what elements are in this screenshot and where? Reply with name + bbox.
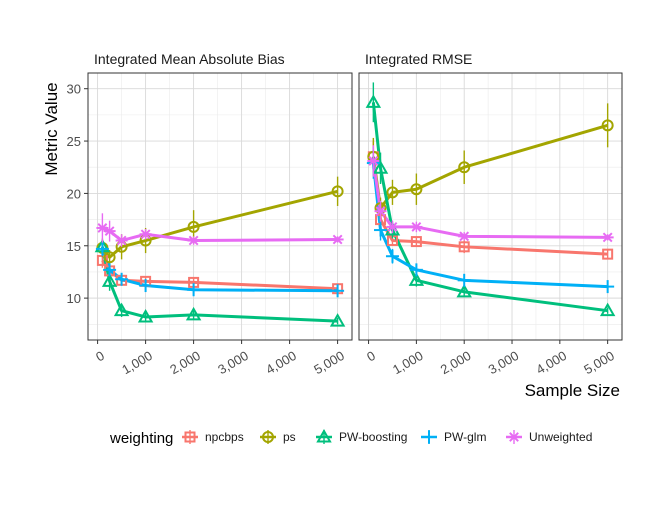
data-point-Unweighted: [374, 206, 387, 217]
data-point-PW-boosting: [101, 273, 118, 287]
data-point-PW-glm: [95, 242, 109, 256]
data-point-Unweighted: [331, 234, 344, 245]
data-point-ps: [187, 220, 200, 233]
legend-item-ps: ps: [260, 430, 296, 444]
legend-key-asterisk-icon: [508, 432, 520, 442]
x-tick-label: 0: [93, 348, 107, 365]
data-point-PW-glm: [115, 272, 129, 286]
data-point-Unweighted: [103, 226, 116, 237]
y-tick-label: 25: [67, 134, 81, 149]
data-point-npcbps: [458, 241, 470, 253]
x-tick-label: 5,000: [581, 348, 617, 377]
x-tick-label: 1,000: [119, 348, 155, 377]
data-point-ps: [331, 185, 344, 198]
data-point-Unweighted: [601, 232, 614, 243]
data-point-Unweighted: [187, 235, 200, 246]
data-point-Unweighted: [139, 229, 152, 240]
y-tick-label: 20: [67, 186, 81, 201]
legend-item-Unweighted: Unweighted: [506, 430, 592, 444]
data-point-PW-boosting: [599, 302, 616, 317]
data-point-PW-boosting: [185, 306, 202, 321]
legend-key-triangle-icon: [316, 428, 332, 443]
y-tick-label: 10: [67, 291, 81, 306]
x-tick-label: 2,000: [167, 348, 203, 377]
legend-label: Unweighted: [529, 430, 592, 444]
panel-rmse: Integrated RMSE 0 1,000 2,000 3,000 4,000 5,00…: [358, 51, 623, 377]
legend-label: PW-glm: [444, 430, 486, 444]
data-point-PW-glm: [187, 283, 201, 297]
legend-label: ps: [283, 430, 296, 444]
x-tick-label: 3,000: [486, 348, 522, 377]
panel-bias: Integrated Mean Absolute Bias 0 1,000 2,000…: [87, 51, 353, 377]
data-point-PW-glm: [139, 279, 153, 293]
data-point-PW-boosting: [113, 302, 130, 317]
y-tick-label: 30: [67, 82, 81, 97]
x-tick-label: 2,000: [438, 348, 474, 377]
data-point-PW-boosting: [372, 160, 389, 174]
data-point-Unweighted: [410, 222, 423, 232]
data-point-Unweighted: [386, 222, 399, 232]
panels: Integrated Mean Absolute Bias 0 1,000 2,000…: [67, 51, 623, 377]
x-tick-label: 1,000: [390, 348, 426, 377]
data-point-PW-boosting: [137, 308, 154, 323]
legend-key-circle-icon: [262, 431, 274, 443]
data-point-ps: [410, 183, 423, 196]
legend-title: weighting: [109, 430, 173, 447]
y-tick-label: 15: [67, 239, 81, 254]
data-point-npcbps: [602, 248, 614, 260]
data-point-npcbps: [410, 236, 422, 248]
data-point-ps: [601, 119, 614, 132]
data-point-PW-glm: [385, 249, 399, 263]
x-tick-label: 3,000: [215, 348, 251, 377]
data-point-Unweighted: [115, 235, 128, 246]
panel-border: [87, 72, 353, 341]
data-point-ps: [386, 186, 399, 199]
data-point-PW-glm: [331, 284, 345, 298]
data-point-Unweighted: [367, 156, 380, 166]
legend-item-npcbps: npcbps: [182, 430, 244, 444]
legend-key-square-icon: [184, 431, 196, 443]
data-point-PW-glm: [103, 263, 117, 277]
data-point-PW-boosting: [456, 283, 472, 298]
x-tick-label: 0: [364, 348, 378, 365]
data-point-Unweighted: [458, 231, 471, 242]
data-point-ps: [458, 161, 471, 174]
legend-label: npcbps: [205, 430, 244, 444]
data-point-PW-glm: [457, 273, 471, 287]
panel-background: [88, 73, 352, 340]
x-tick-label: 5,000: [311, 348, 347, 377]
legend-key-plus-icon: [422, 430, 436, 444]
x-tick-label: 4,000: [533, 348, 569, 377]
x-tick-label: 4,000: [263, 348, 299, 377]
x-axis-title: Sample Size: [525, 381, 620, 400]
data-point-PW-boosting: [365, 94, 382, 108]
legend: weighting npcbps ps PW-boosting PW-glm Unwei…: [109, 428, 592, 447]
panel-background: [359, 73, 622, 340]
series-line-PW-glm: [371, 162, 608, 289]
data-point-PW-glm: [409, 263, 423, 277]
data-point-PW-boosting: [329, 313, 346, 327]
y-axis: 10 15 20 25 30: [67, 82, 88, 306]
panel-title: Integrated RMSE: [365, 51, 472, 67]
y-axis-title: Metric Value: [42, 82, 61, 175]
legend-label: PW-boosting: [339, 430, 407, 444]
series-line-ps: [101, 189, 338, 259]
legend-item-PW-glm: PW-glm: [421, 430, 486, 444]
series-line-PW-boosting: [371, 102, 608, 313]
legend-item-PW-boosting: PW-boosting: [316, 428, 407, 444]
data-point-PW-glm: [601, 280, 615, 294]
data-point-PW-glm: [374, 223, 388, 237]
panel-title: Integrated Mean Absolute Bias: [94, 51, 285, 67]
data-point-PW-boosting: [408, 272, 425, 286]
panel-border: [358, 72, 623, 341]
